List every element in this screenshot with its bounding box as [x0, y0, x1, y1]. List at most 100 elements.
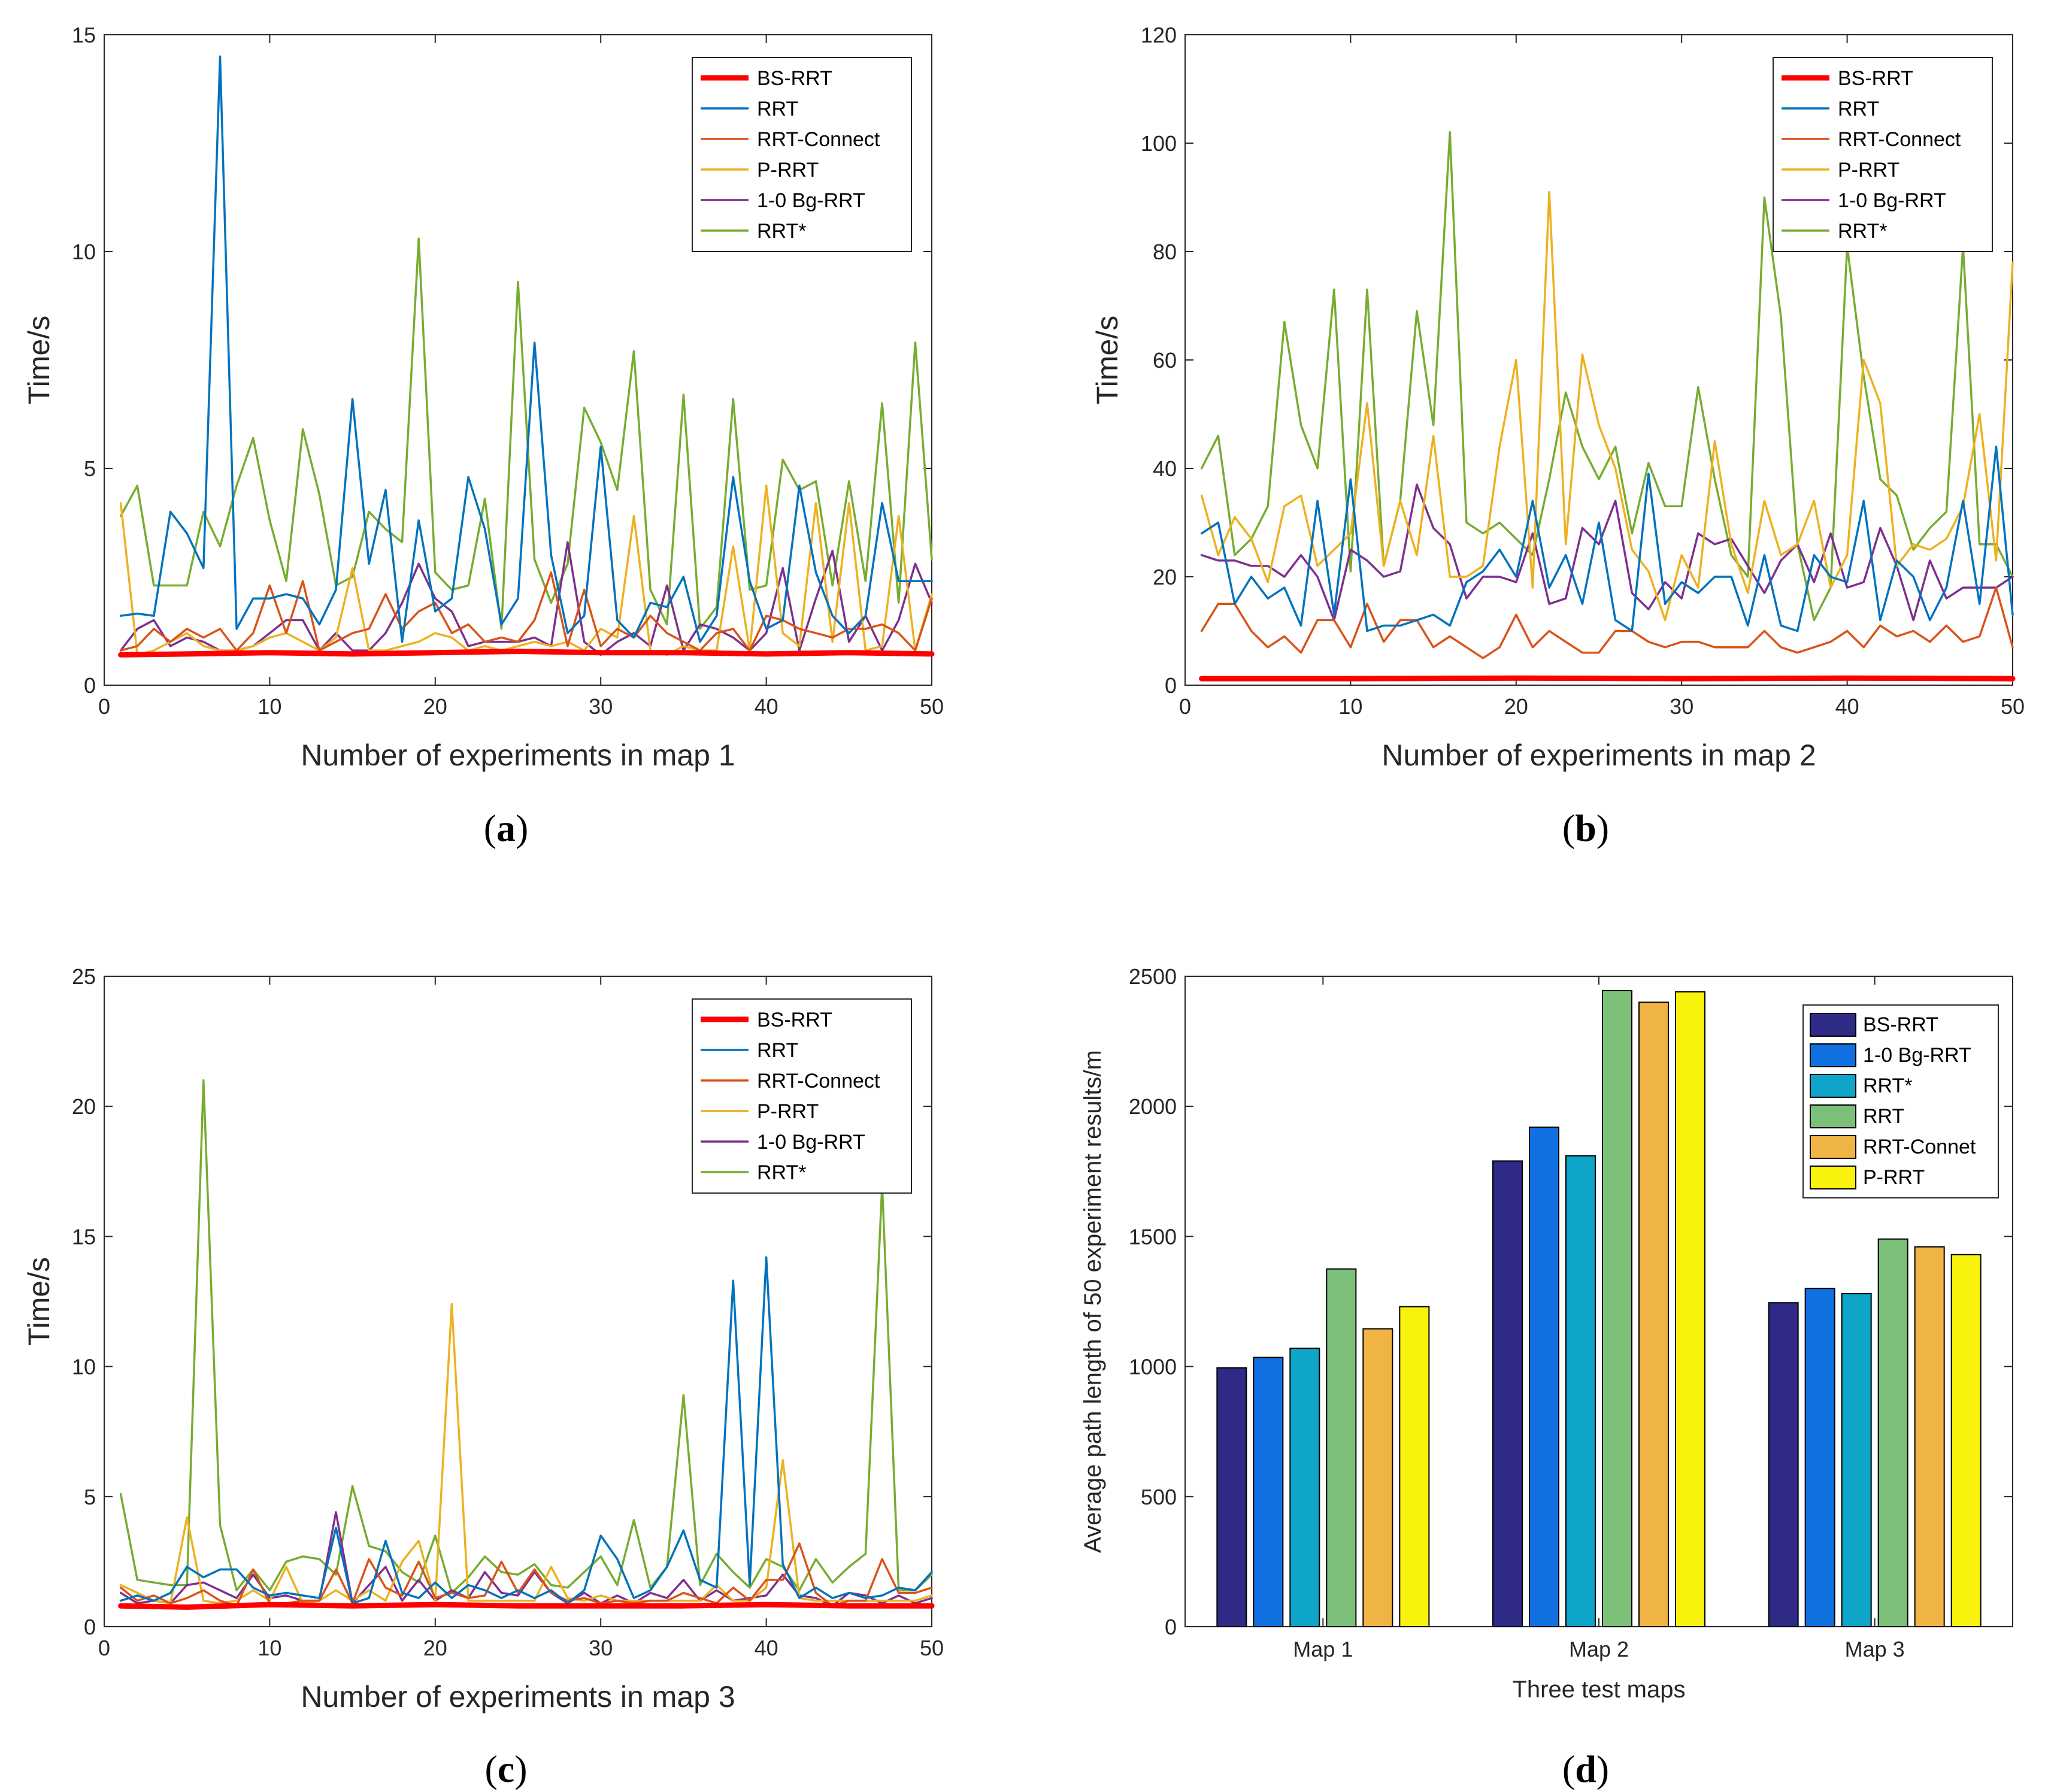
x-tick-label: 20	[423, 1636, 447, 1660]
panel-a-time-map1: 0 5 10 15 0 10 20 30 40 50 BS-RRT RRT RRT-Connect P-…	[22, 23, 944, 849]
bar-rrt-map-1	[1326, 1268, 1357, 1627]
y-tick-label: 2500	[1129, 964, 1177, 989]
series-line-p-rrt	[119, 485, 933, 656]
y-tick-label: 5	[84, 1485, 96, 1509]
series-line-p-rrt	[119, 1303, 933, 1605]
legend-label-rrt-connect: RRT-Connect	[1838, 128, 1961, 151]
series-line-rrt	[119, 55, 933, 643]
y-tick-label: 100	[1141, 131, 1177, 156]
bar-1-0-bg-rrt-map-3	[1804, 1288, 1835, 1627]
x-axis-label: Number of experiments in map 1	[301, 738, 735, 772]
panel-b-time-map2: 0 20 40 60 80 100 120 0 10 20 30 40 50 BS-RRT RRT RRT-…	[1090, 23, 2025, 849]
y-tick-label: 1500	[1129, 1224, 1177, 1249]
legend-label-bs-rrt: BS-RRT	[757, 1009, 832, 1031]
legend-label-p-rrt: P-RRT	[1863, 1166, 1925, 1189]
x-tick-label: 40	[755, 694, 778, 719]
legend-label-bs-rrt: BS-RRT	[1838, 67, 1913, 90]
legend-label-1-0-bg-rrt: 1-0 Bg-RRT	[757, 1131, 865, 1154]
legend-label-rrt-connect: RRT-Connect	[757, 1070, 880, 1092]
y-tick-label: 10	[72, 1355, 96, 1379]
caption-letter: d	[1575, 1748, 1596, 1790]
series-line-p-rrt	[1200, 190, 2014, 622]
x-tick-label: Map 2	[1569, 1637, 1629, 1661]
x-tick-label: 0	[98, 694, 110, 719]
axis-ticks: 0 500 1000 1500 2000 2500 Map 1 Map 2 Map 3	[1129, 964, 2013, 1661]
legend-label-rrt: RRT	[1838, 98, 1879, 120]
data-series	[1199, 131, 2016, 682]
legend-label-1-0-bg-rrt: 1-0 Bg-RRT	[757, 189, 865, 212]
data-series	[118, 1079, 935, 1610]
y-tick-label: 0	[84, 673, 96, 698]
y-axis-label: Time/s	[22, 1257, 56, 1346]
x-tick-label: 50	[920, 1636, 944, 1660]
legend-swatch-rrt	[1810, 1074, 1856, 1098]
series-line-1-0-bg-rrt	[1200, 483, 2014, 622]
bar-rrt-connet-map-1	[1362, 1328, 1393, 1628]
caption-letter: b	[1575, 807, 1596, 849]
legend-label-rrt: RRT*	[757, 220, 807, 243]
y-tick-label: 15	[72, 23, 96, 47]
x-tick-label: 10	[1338, 694, 1362, 719]
legend-swatch-rrt	[1810, 1104, 1856, 1128]
x-tick-label: 10	[257, 694, 281, 719]
bar-rrt-map-2	[1565, 1155, 1596, 1627]
legend-box	[692, 998, 912, 1194]
series-line-rrt-connect	[1200, 586, 2014, 659]
legend-label-p-rrt: P-RRT	[757, 159, 819, 181]
panel-c-time-map3: 0 5 10 15 20 25 0 10 20 30 40 50 BS-RRT RRT RRT-Conne…	[22, 964, 944, 1790]
x-axis-label: Three test maps	[1512, 1676, 1685, 1703]
legend-label-1-0-bg-rrt: 1-0 Bg-RRT	[1838, 189, 1946, 212]
x-tick-label: 50	[2001, 694, 2025, 719]
y-tick-label: 40	[1153, 456, 1177, 481]
legend-box	[692, 57, 912, 252]
bar-rrt-map-1	[1289, 1348, 1320, 1627]
caption-letter: c	[498, 1748, 514, 1790]
panel-caption: (c)	[484, 1748, 527, 1790]
legend-label-rrt: RRT	[1863, 1105, 1904, 1128]
y-tick-label: 2000	[1129, 1094, 1177, 1119]
bar-p-rrt-map-3	[1950, 1254, 1982, 1628]
series-line-rrt	[119, 1256, 933, 1605]
legend-label-bs-rrt: BS-RRT	[1863, 1013, 1938, 1036]
y-tick-label: 15	[72, 1224, 96, 1249]
legend-label-rrt: RRT	[757, 98, 798, 120]
series-line-rrt	[1200, 131, 2014, 622]
y-tick-label: 60	[1153, 348, 1177, 373]
panel-caption: (b)	[1562, 807, 1609, 849]
panel-caption: (d)	[1562, 1748, 1609, 1790]
series-line-rrt-connect	[119, 1542, 933, 1607]
x-tick-label: 30	[589, 694, 613, 719]
legend-label-rrt-connect: RRT-Connect	[757, 128, 880, 151]
y-tick-label: 25	[72, 964, 96, 989]
bar-bs-rrt-map-3	[1768, 1302, 1799, 1628]
legend-label-rrt: RRT*	[1838, 220, 1888, 243]
series-line-bs-rrt	[118, 1602, 935, 1610]
x-tick-label: 40	[1835, 694, 1859, 719]
legend-swatch-bs-rrt	[1810, 1013, 1856, 1037]
x-tick-label: 30	[1670, 694, 1693, 719]
series-line-rrt	[119, 237, 933, 630]
x-tick-label: 0	[98, 1636, 110, 1660]
y-tick-label: 20	[72, 1094, 96, 1119]
x-axis-label: Number of experiments in map 2	[1382, 738, 1816, 772]
x-tick-label: 30	[589, 1636, 613, 1660]
legend-label-p-rrt: P-RRT	[1838, 159, 1899, 181]
bar-bs-rrt-map-2	[1492, 1160, 1523, 1627]
x-axis-label: Number of experiments in map 3	[301, 1680, 735, 1714]
legend-label-rrt-connet: RRT-Connet	[1863, 1136, 1976, 1158]
legend-label-rrt: RRT	[757, 1039, 798, 1062]
x-tick-label: 0	[1179, 694, 1191, 719]
legend: BS-RRT 1-0 Bg-RRT RRT* RRT RRT-Connet P-RRT	[1802, 1004, 1999, 1198]
y-tick-label: 80	[1153, 240, 1177, 264]
series-line-bs-rrt	[118, 649, 935, 658]
bar-bs-rrt-map-1	[1216, 1367, 1247, 1627]
y-axis-label: Time/s	[22, 316, 56, 404]
bar-rrt-map-3	[1841, 1292, 1872, 1627]
bar-rrt-map-2	[1602, 989, 1632, 1627]
legend-box	[1773, 57, 1993, 252]
y-tick-label: 20	[1153, 565, 1177, 589]
series-line-rrt-connect	[119, 571, 933, 652]
data-bars	[1216, 989, 1982, 1628]
y-tick-label: 5	[84, 456, 96, 481]
